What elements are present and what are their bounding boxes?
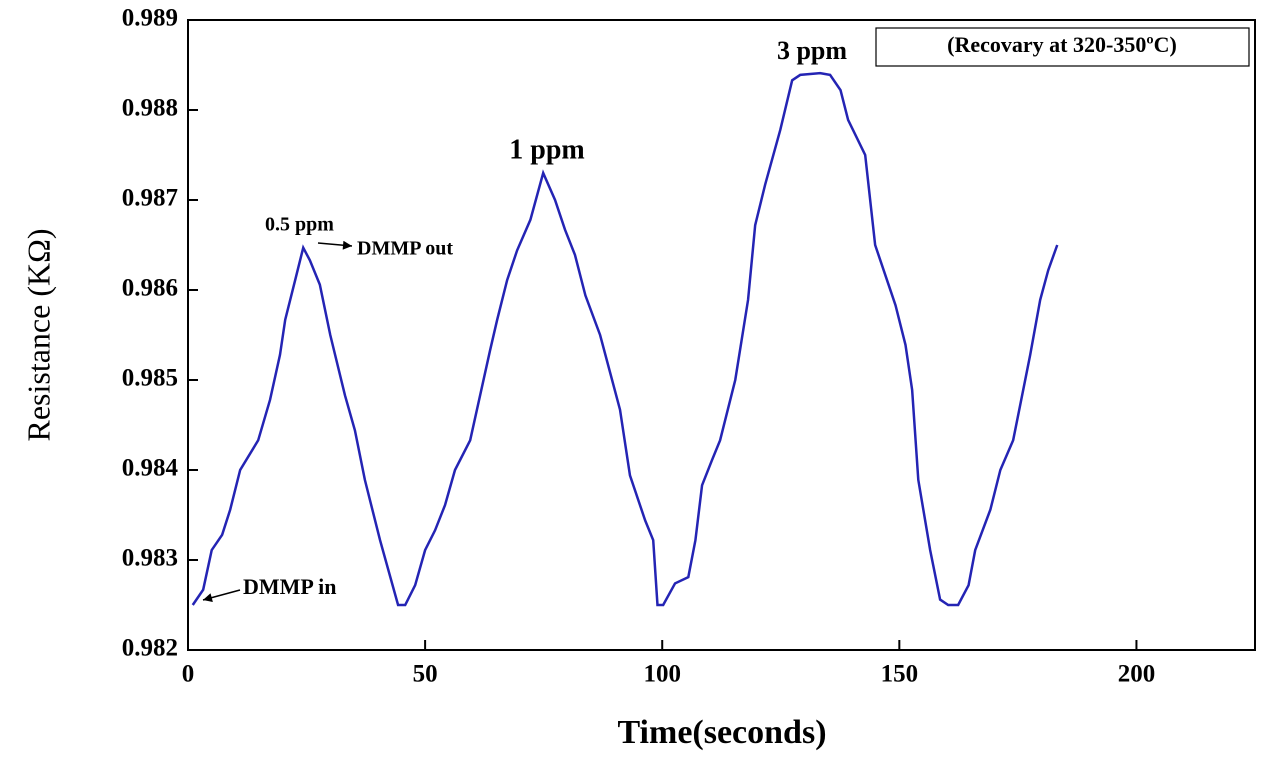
note-box — [875, 27, 1250, 67]
x-tick-label: 0 — [182, 661, 195, 688]
y-tick-label: 0.988 — [122, 95, 178, 122]
x-tick-label: 150 — [881, 661, 919, 688]
y-tick-label: 0.983 — [122, 545, 178, 572]
x-tick-label: 200 — [1118, 661, 1156, 688]
y-tick-label: 0.984 — [122, 455, 179, 482]
data-line — [191, 71, 1059, 607]
annotation: DMMP out — [357, 238, 453, 260]
annotation: DMMP in — [243, 574, 337, 599]
annotation: 1 ppm — [509, 134, 584, 165]
y-tick-label: 0.982 — [122, 635, 178, 662]
annotation: (Recovary at 320-350ºC) — [947, 32, 1177, 57]
plot-frame — [187, 19, 1256, 651]
arrow — [317, 240, 353, 250]
arrow — [202, 589, 241, 602]
x-tick-label: 50 — [413, 661, 438, 688]
y-tick-label: 0.986 — [122, 275, 178, 302]
y-tick-label: 0.989 — [122, 5, 178, 32]
x-axis-label: Time(seconds) — [617, 714, 826, 751]
x-tick-label: 100 — [643, 661, 681, 688]
y-tick-label: 0.987 — [122, 185, 178, 212]
annotation: 0.5 ppm — [265, 214, 334, 236]
annotation: 3 ppm — [777, 36, 847, 65]
y-axis-label: Resistance (KΩ) — [20, 228, 56, 441]
y-tick-label: 0.985 — [122, 365, 178, 392]
